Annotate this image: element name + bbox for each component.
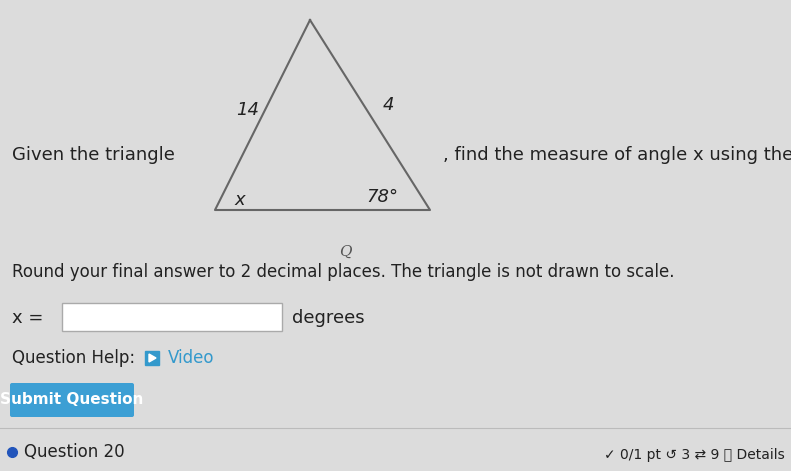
Text: Submit Question: Submit Question bbox=[0, 392, 144, 407]
Text: Q: Q bbox=[339, 245, 351, 259]
Text: 14: 14 bbox=[237, 101, 259, 119]
Text: Given the triangle: Given the triangle bbox=[12, 146, 175, 164]
Text: ✓ 0/1 pt ↺ 3 ⇄ 9 ⓘ Details: ✓ 0/1 pt ↺ 3 ⇄ 9 ⓘ Details bbox=[604, 448, 785, 462]
FancyBboxPatch shape bbox=[145, 351, 159, 365]
Text: x =: x = bbox=[12, 309, 44, 327]
Text: Question Help:: Question Help: bbox=[12, 349, 135, 367]
Text: Video: Video bbox=[168, 349, 214, 367]
Polygon shape bbox=[149, 354, 156, 362]
Text: 78°: 78° bbox=[366, 188, 398, 206]
Text: Round your final answer to 2 decimal places. The triangle is not drawn to scale.: Round your final answer to 2 decimal pla… bbox=[12, 263, 675, 281]
Text: x: x bbox=[235, 191, 245, 209]
Text: Question 20: Question 20 bbox=[24, 443, 125, 461]
Text: 4: 4 bbox=[382, 96, 394, 114]
FancyBboxPatch shape bbox=[10, 383, 134, 417]
Text: , find the measure of angle x using the Law of Sines.: , find the measure of angle x using the … bbox=[443, 146, 791, 164]
FancyBboxPatch shape bbox=[62, 303, 282, 331]
Text: degrees: degrees bbox=[292, 309, 365, 327]
